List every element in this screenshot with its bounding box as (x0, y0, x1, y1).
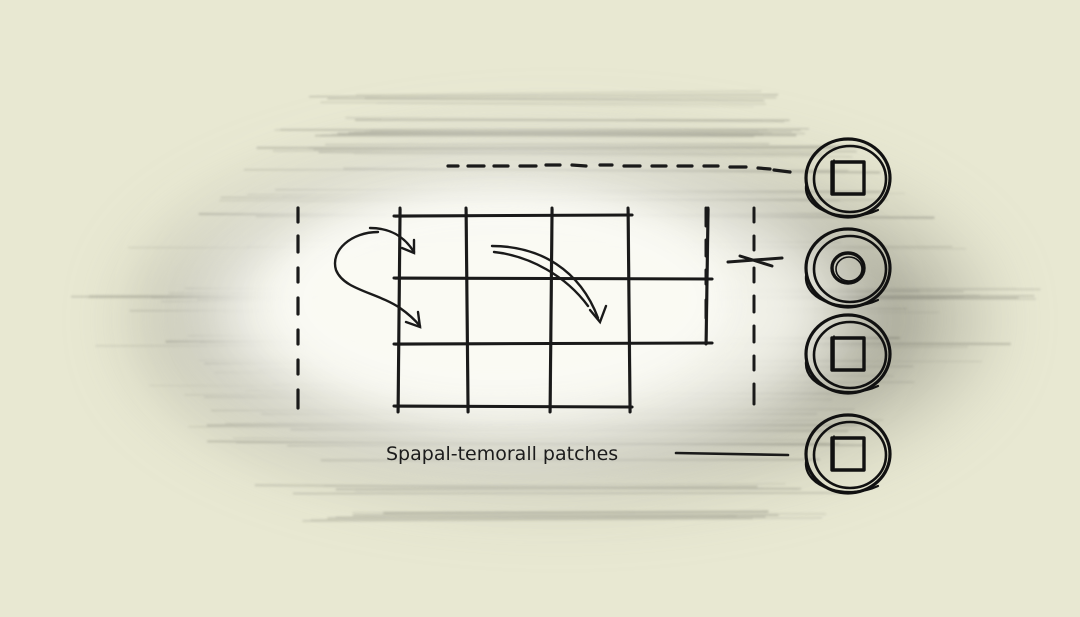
grid-sketch-stroke (466, 208, 470, 413)
grid-sketch-stroke (550, 208, 554, 413)
grid-column-line (396, 206, 402, 414)
grid-sketch-stroke (628, 208, 632, 413)
arrow-head-2 (400, 238, 416, 255)
curved-arrow-3 (490, 244, 600, 320)
grid-column-line (704, 206, 710, 346)
token-square-icon (804, 413, 892, 495)
token-circle-icon (804, 227, 892, 309)
grid-sketch-stroke (394, 214, 634, 218)
grid-sketch-stroke (706, 208, 710, 345)
grid-column-line (626, 206, 632, 414)
arrow-head-1 (404, 310, 422, 329)
token-square-icon (804, 313, 892, 395)
grid-column-line (464, 206, 470, 414)
top-dashed-connector (446, 163, 792, 174)
curved-arrow-1 (333, 230, 422, 328)
curved-arrow-2 (368, 226, 416, 254)
flow-arrows (333, 226, 608, 329)
charcoal-smudge (71, 90, 1041, 522)
grid-column-line (548, 206, 554, 414)
spatio-temporal-patch-grid (392, 206, 714, 414)
grid-sketch-stroke (398, 208, 402, 413)
grid-sketch-stroke (394, 342, 714, 346)
token-column (804, 137, 892, 495)
arrow-head-3 (588, 304, 608, 325)
caption-connector (674, 451, 790, 457)
patches-caption: Spapal-temorall patches (386, 443, 618, 465)
token-square-icon (804, 137, 892, 219)
curved-arrow-4 (492, 250, 590, 308)
